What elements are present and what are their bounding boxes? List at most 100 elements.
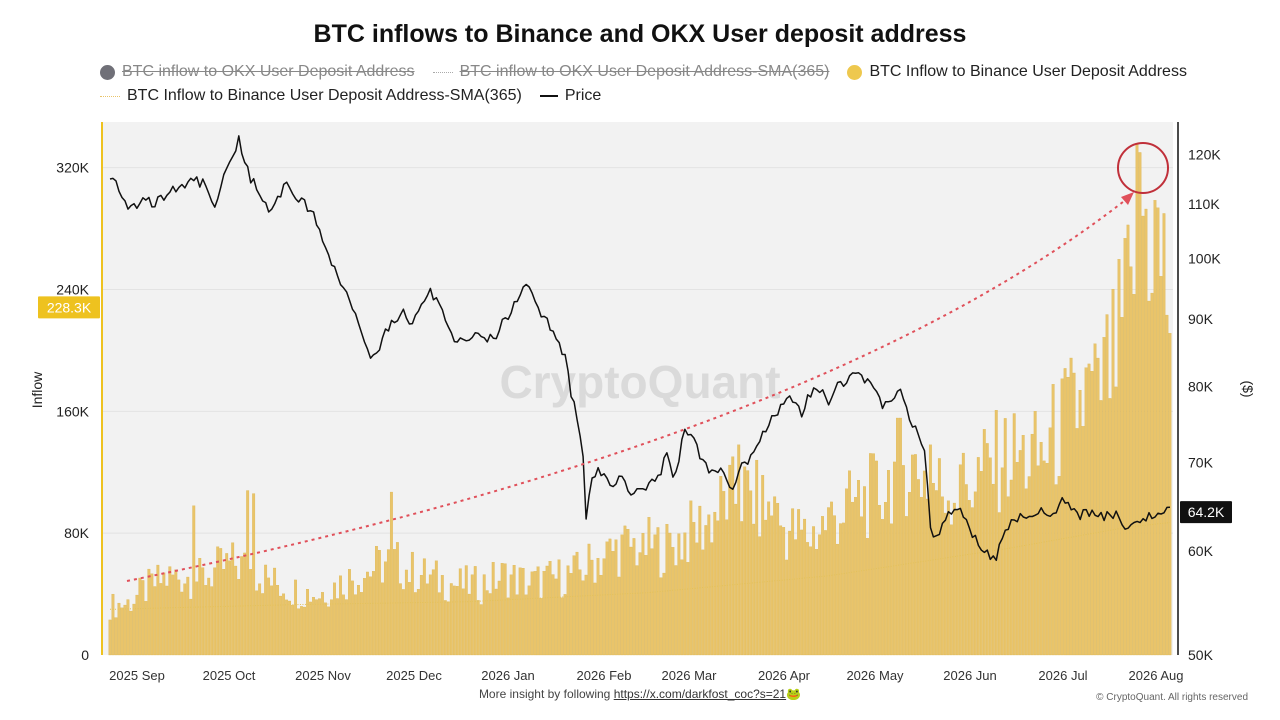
inflow-bar (698, 505, 702, 656)
inflow-bar (764, 519, 768, 656)
x-tick-label: 2026 Feb (577, 668, 632, 683)
y2-tick-label: 110K (1188, 196, 1220, 212)
legend-item-price[interactable]: Price (539, 87, 601, 105)
inflow-bar (731, 456, 735, 656)
inflow-bar (596, 558, 600, 656)
copyright: © CryptoQuant. All rights reserved (1096, 692, 1248, 703)
inflow-bar (818, 534, 822, 656)
inflow-bar (809, 546, 813, 656)
inflow-bar (560, 597, 564, 656)
inflow-bar (204, 585, 208, 656)
x-tick-label: 2026 Jan (481, 668, 535, 683)
inflow-bar (261, 593, 265, 656)
inflow-bar (575, 551, 579, 656)
inflow-bar (626, 529, 630, 656)
inflow-bar (1138, 152, 1142, 656)
inflow-bar (419, 575, 423, 656)
inflow-bar (1159, 276, 1163, 656)
inflow-bar (276, 585, 280, 656)
inflow-bar (542, 571, 546, 656)
inflow-bar (860, 516, 863, 656)
x-tick-label: 2026 May (846, 668, 904, 683)
inflow-bar (638, 552, 642, 656)
inflow-bar (515, 594, 519, 656)
inflow-bar (189, 598, 193, 656)
inflow-bar (342, 594, 345, 656)
legend-item-binance-sma[interactable]: BTC Inflow to Binance User Deposit Addre… (100, 87, 522, 105)
inflow-bar (377, 550, 381, 656)
highlight-circle (1117, 142, 1169, 194)
inflow-bar (668, 532, 672, 656)
inflow-bar (533, 571, 537, 656)
inflow-bar (713, 511, 717, 656)
inflow-bar (1039, 442, 1043, 656)
inflow-bar (608, 538, 612, 656)
inflow-bar (737, 444, 741, 656)
inflow-bar (198, 558, 202, 656)
inflow-bar (839, 523, 842, 656)
inflow-bar (434, 560, 438, 656)
inflow-bar (611, 551, 615, 656)
legend-item-okx[interactable]: BTC inflow to OKX User Deposit Address (100, 63, 415, 81)
inflow-bar (321, 592, 324, 656)
inflow-bar (1102, 337, 1106, 656)
footer: More insight by following https://x.com/… (0, 687, 1280, 701)
inflow-bar (108, 619, 112, 656)
inflow-bar (641, 533, 645, 656)
inflow-bar (707, 514, 711, 656)
footer-link[interactable]: https://x.com/darkfost_coc?s=21 (613, 687, 787, 701)
inflow-bar (222, 568, 226, 656)
inflow-bar (168, 566, 172, 656)
inflow-bar (1078, 390, 1082, 656)
inflow-bar (509, 574, 513, 656)
inflow-bar (884, 502, 887, 656)
inflow-bar (878, 505, 881, 656)
y2-tick-label: 90K (1188, 311, 1214, 327)
inflow-bar (866, 538, 869, 656)
inflow-bar (749, 490, 753, 656)
inflow-bar (207, 577, 211, 656)
inflow-bar (345, 599, 348, 656)
inflow-bar (919, 497, 923, 656)
inflow-bar (1018, 450, 1022, 656)
inflow-bar (1051, 384, 1055, 656)
legend-item-okx-sma[interactable]: BTC inflow to OKX User Deposit Address-S… (432, 63, 829, 81)
inflow-bar (1156, 207, 1160, 656)
inflow-bar (120, 607, 124, 656)
inflow-bar (827, 507, 830, 656)
inflow-bar (153, 586, 157, 656)
inflow-bar (614, 539, 618, 656)
current-price-badge (1180, 501, 1232, 524)
inflow-bar (821, 516, 824, 656)
inflow-bar (312, 597, 315, 656)
current-inflow-badge (38, 296, 100, 319)
inflow-bar (354, 594, 357, 656)
inflow-bar (243, 552, 247, 656)
inflow-bar (1141, 215, 1145, 656)
inflow-bar (925, 498, 929, 656)
legend-item-binance[interactable]: BTC Inflow to Binance User Deposit Addre… (847, 63, 1187, 81)
legend-binance-dot (847, 64, 863, 80)
inflow-bar (327, 606, 330, 656)
x-tick-label: 2025 Dec (386, 668, 442, 683)
inflow-bar (1000, 467, 1004, 656)
inflow-bar (479, 604, 483, 656)
inflow-bar (1060, 378, 1064, 656)
inflow-bar (297, 608, 300, 656)
inflow-bar (231, 542, 235, 656)
inflow-bar (1114, 386, 1118, 656)
watermark: CryptoQuant (499, 356, 780, 408)
x-tick-label: 2026 Mar (662, 668, 718, 683)
inflow-bar (572, 555, 576, 656)
inflow-bar (1087, 363, 1091, 656)
inflow-bar (461, 588, 465, 656)
inflow-bar (722, 491, 726, 656)
inflow-bar (1120, 317, 1124, 656)
inflow-bar (662, 572, 666, 656)
inflow-bar (458, 568, 462, 656)
inflow-bar (174, 569, 178, 656)
inflow-bar (123, 604, 127, 656)
inflow-bar (216, 546, 220, 656)
inflow-bar (1045, 462, 1049, 656)
